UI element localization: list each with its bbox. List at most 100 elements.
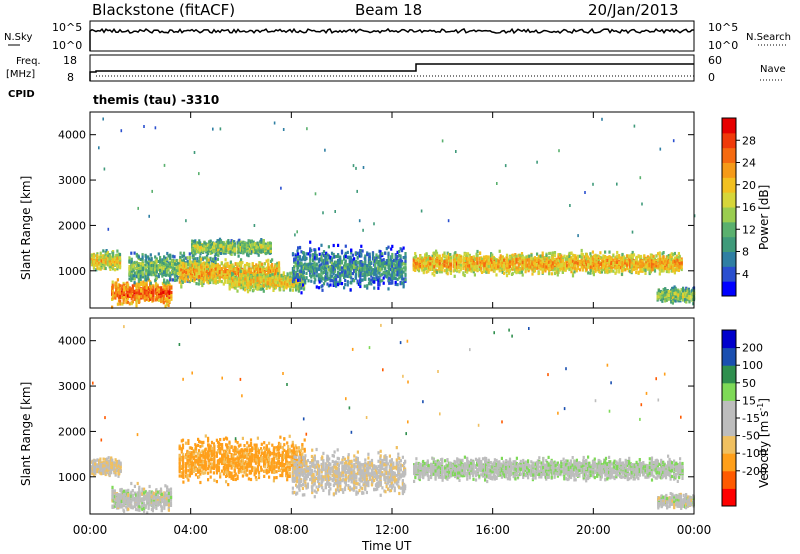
power-echo-cell bbox=[162, 294, 165, 298]
power-echo-cell bbox=[96, 259, 99, 263]
power-echo-cell bbox=[195, 282, 198, 286]
power-echo-cell bbox=[269, 278, 272, 282]
power-echo-cell bbox=[148, 272, 151, 276]
power-echo-cell bbox=[218, 266, 221, 270]
power-echo-cell bbox=[143, 282, 147, 286]
power-echo-cell bbox=[131, 292, 134, 296]
power-echo-cell bbox=[165, 302, 168, 306]
power-echo-cell bbox=[122, 297, 125, 301]
power-echo-cell bbox=[102, 249, 105, 253]
power-echo-cell bbox=[135, 296, 138, 300]
power-echo-cell bbox=[200, 257, 203, 261]
power-echo-cell bbox=[360, 244, 363, 248]
power-echo-cell bbox=[111, 294, 114, 298]
power-echo-cell bbox=[98, 255, 101, 259]
power-echo-cell bbox=[179, 251, 182, 255]
power-echo-cell bbox=[335, 284, 338, 288]
power-echo-cell bbox=[154, 298, 158, 302]
power-echo-cell bbox=[140, 294, 143, 299]
power-echo-cell bbox=[159, 261, 162, 265]
power-echo-cell bbox=[128, 272, 131, 276]
power-echo-cell bbox=[111, 289, 114, 294]
noise-left-tick-bottom: 10^0 bbox=[52, 39, 82, 52]
power-echo-cell bbox=[360, 252, 363, 256]
power-echo-cell bbox=[144, 274, 147, 278]
power-echo-cell bbox=[315, 256, 318, 260]
power-echo-cell bbox=[203, 256, 207, 260]
power-echo-cell bbox=[137, 262, 140, 266]
power-echo-cell bbox=[173, 275, 177, 279]
power-echo-cell bbox=[135, 289, 138, 293]
power-echo-cell bbox=[256, 287, 259, 291]
power-echo-cell bbox=[157, 264, 160, 268]
power-echo-cell bbox=[227, 239, 230, 243]
power-echo-cell bbox=[180, 285, 183, 289]
power-echo-cell bbox=[246, 285, 250, 289]
power-echo-cell bbox=[197, 282, 200, 286]
power-echo-cell bbox=[346, 280, 349, 284]
power-echo-cell bbox=[128, 293, 131, 297]
power-echo-cell bbox=[135, 304, 138, 308]
power-echo-cell bbox=[135, 263, 138, 267]
power-echo-cell bbox=[168, 288, 171, 292]
power-echo-cell bbox=[116, 249, 119, 253]
power-echo-cell bbox=[249, 278, 252, 282]
power-echo-cell bbox=[115, 291, 118, 295]
power-echo-cell bbox=[147, 294, 150, 298]
power-echo-cell bbox=[145, 270, 148, 274]
power-echo-cell bbox=[145, 280, 148, 284]
power-echo-cell bbox=[169, 271, 172, 275]
power-echo-cell bbox=[280, 273, 283, 278]
power-echo-cell bbox=[106, 260, 109, 264]
power-echo-cell bbox=[302, 287, 306, 291]
noise-panel: N.Sky 10^5 10^0 10^5 10^0 N.Search bbox=[4, 20, 791, 52]
power-echo-cell bbox=[165, 289, 168, 293]
program-name: themis (tau) -3310 bbox=[93, 93, 219, 107]
power-echo-cell bbox=[166, 270, 169, 274]
power-echo-cell bbox=[150, 267, 153, 271]
power-echo-cell bbox=[139, 257, 142, 261]
power-echo-cell bbox=[109, 258, 112, 262]
power-echo-cell bbox=[349, 288, 352, 292]
power-echo-cell bbox=[112, 267, 115, 271]
power-echo-cell bbox=[116, 302, 119, 306]
power-echo-cell bbox=[181, 280, 184, 284]
power-echo-cell bbox=[207, 258, 210, 262]
power-echo-cell bbox=[309, 254, 312, 258]
power-echo-cell bbox=[173, 255, 176, 259]
power-echo-cell bbox=[165, 283, 168, 287]
power-echo-cell bbox=[269, 244, 272, 248]
power-echo-cell bbox=[260, 250, 263, 254]
power-echo-cell bbox=[116, 259, 119, 263]
power-echo-cell bbox=[100, 262, 103, 266]
power-echo-cell bbox=[176, 266, 179, 270]
power-echo-cell bbox=[128, 302, 131, 306]
power-echo-cell bbox=[227, 250, 230, 254]
power-echo-cell bbox=[166, 257, 169, 261]
power-echo-cell bbox=[118, 253, 122, 257]
power-echo-cell bbox=[133, 271, 136, 275]
power-echo-cell bbox=[145, 259, 148, 263]
power-echo-cell bbox=[168, 291, 171, 295]
power-echo-cell bbox=[144, 263, 147, 268]
power-echo-cell bbox=[139, 274, 142, 278]
power-echo-cell bbox=[96, 266, 99, 270]
power-echo-cell bbox=[294, 258, 297, 262]
power-echo-cell bbox=[300, 286, 303, 290]
power-echo-cell bbox=[353, 257, 356, 261]
power-echo-cell bbox=[117, 299, 121, 303]
power-echo-cell bbox=[164, 304, 167, 308]
power-echo-cell bbox=[106, 253, 109, 257]
power-echo-cell bbox=[148, 266, 151, 271]
noise-search-label: N.Search bbox=[746, 32, 791, 43]
power-echo-cell bbox=[356, 279, 359, 283]
power-echo-cell bbox=[112, 264, 115, 268]
power-echo-cell bbox=[296, 269, 299, 273]
power-echo-cell bbox=[102, 259, 105, 263]
power-echo-cell bbox=[133, 297, 136, 301]
power-echo-cell bbox=[103, 266, 106, 270]
power-echo-cell bbox=[142, 296, 145, 300]
power-echo-cell bbox=[335, 260, 338, 264]
power-echo-cell bbox=[105, 249, 108, 253]
power-echo-cell bbox=[130, 288, 133, 292]
